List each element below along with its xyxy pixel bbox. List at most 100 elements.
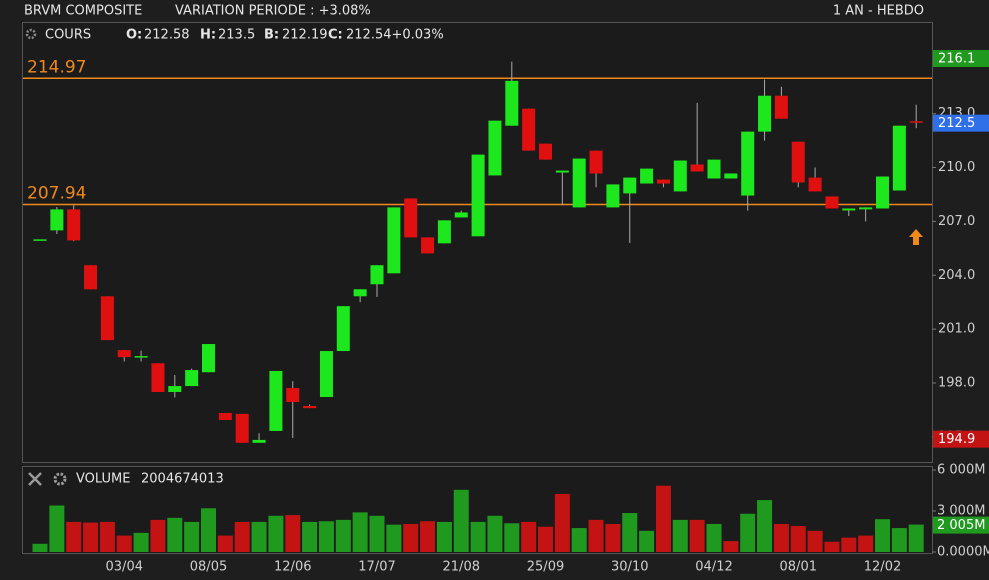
y-tick-label: 204.0 [938, 268, 975, 283]
axis-marker-label: 194.9 [938, 432, 975, 447]
candle-body [319, 351, 333, 398]
candle-body [437, 220, 451, 244]
x-tick-label: 30/10 [611, 560, 648, 575]
candle-body [539, 143, 552, 160]
volume-bar [234, 521, 250, 552]
volume-bar [605, 523, 621, 552]
ohlc-label: O: [126, 28, 142, 43]
variation: VARIATION PERIODE : +3.08% [175, 4, 371, 19]
candle-body [758, 95, 772, 132]
up-arrow-icon [909, 229, 923, 245]
volume-bar [403, 523, 419, 552]
level-label: 207.94 [27, 184, 86, 204]
volume-bar [369, 515, 385, 552]
candle-body [84, 265, 98, 290]
volume-bar [116, 535, 132, 552]
settings-icon[interactable] [25, 28, 37, 40]
volume-bar [386, 524, 402, 552]
x-tick-label: 08/05 [190, 560, 227, 575]
volume-bar [150, 519, 166, 552]
y-tick-label: 3 000M [937, 504, 985, 519]
volume-bar [875, 519, 890, 552]
volume-bar [773, 523, 789, 552]
candle-body [168, 386, 182, 392]
candle-body [505, 80, 519, 126]
volume-bar [504, 523, 520, 552]
close-icon[interactable] [28, 472, 42, 486]
candle-body [555, 170, 569, 173]
volume-bar [655, 485, 671, 552]
volume-bar [521, 521, 537, 552]
volume-bar [706, 523, 722, 552]
y-tick-label: 207.0 [938, 214, 975, 229]
level-label: 214.97 [27, 57, 86, 77]
candle-body [724, 173, 738, 179]
volume-bar [335, 519, 351, 552]
candle-body [572, 158, 586, 208]
candle-body [640, 168, 654, 184]
price-panel-title: COURS [45, 28, 91, 43]
candle-body [623, 177, 637, 194]
candle-body [235, 413, 249, 443]
ohlc-label: H: [200, 28, 216, 43]
candle-body [33, 239, 47, 241]
volume-bar [538, 526, 553, 552]
ohlc-value: 212.58 [144, 28, 190, 43]
candle-body [117, 350, 131, 358]
ohlc-label: C: [328, 28, 343, 43]
axis-marker-label: 212.5 [938, 116, 975, 131]
volume-bar [891, 528, 907, 552]
volume-bar [571, 528, 587, 552]
y-tick-label: 201.0 [938, 322, 975, 337]
candle-body [151, 363, 165, 392]
candle-body [421, 237, 435, 254]
candle-body [404, 198, 418, 238]
candle-body [909, 121, 923, 123]
candle-body [100, 296, 114, 341]
volume-bar [133, 532, 149, 552]
candle-body [774, 95, 788, 119]
candle-body [185, 370, 199, 387]
volume-bar [453, 489, 469, 552]
volume-bar [49, 505, 65, 552]
candle-body [859, 207, 873, 210]
volume-bar [740, 513, 756, 552]
candle-body [303, 405, 317, 409]
x-tick-label: 17/07 [358, 560, 395, 575]
ohlc-value: 213.5 [218, 28, 255, 43]
candle-body [825, 196, 839, 209]
candle-body [353, 289, 367, 297]
volume-bar [622, 513, 638, 552]
volume-bar [470, 521, 486, 552]
candle-body [876, 176, 889, 209]
price-panel [22, 22, 933, 463]
settings-icon[interactable] [53, 472, 67, 486]
x-tick-label: 12/02 [864, 560, 901, 575]
candle-body [842, 208, 856, 211]
candle-body [286, 388, 300, 403]
y-tick-label: 6 000M [937, 463, 985, 478]
candle-body [202, 344, 215, 373]
volume-bar [689, 519, 705, 552]
candle-body [892, 125, 906, 191]
candle-body [252, 439, 266, 443]
candle-body [471, 154, 485, 237]
period[interactable]: 1 AN - HEBDO [833, 4, 924, 19]
volume-bar [352, 512, 368, 552]
volume-bar [285, 515, 301, 552]
volume-bar [251, 521, 267, 552]
volume-bar [83, 522, 99, 552]
candle-body [50, 209, 64, 231]
volume-bar [184, 521, 200, 552]
candle-body [488, 120, 502, 176]
axis-marker [933, 50, 989, 68]
volume-bar [757, 500, 773, 552]
candle-body [606, 184, 620, 208]
volume-bar [639, 530, 655, 552]
candle-body [808, 177, 822, 192]
volume-bar [420, 521, 436, 552]
x-tick-label: 03/04 [106, 560, 143, 575]
volume-bar [436, 521, 452, 552]
axis-marker [933, 430, 989, 448]
